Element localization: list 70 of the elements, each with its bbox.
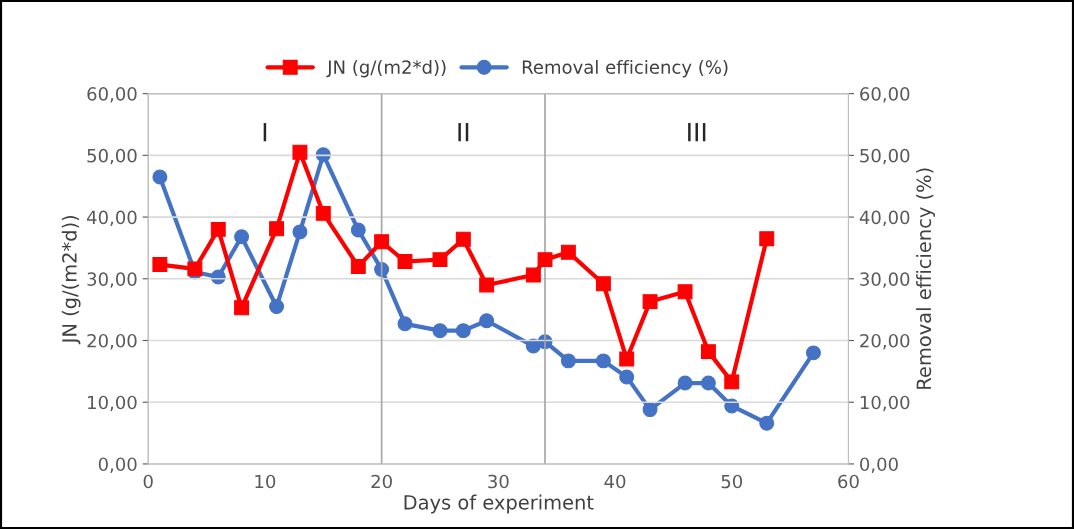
point xyxy=(455,323,471,339)
point xyxy=(234,229,250,245)
y-tick-label: 20,00 xyxy=(87,333,137,350)
point xyxy=(455,231,471,247)
point xyxy=(432,252,448,268)
point xyxy=(292,224,308,240)
y2-axis-title: Removal efficiency (%) xyxy=(916,168,935,389)
point xyxy=(432,323,448,339)
y-axis-title: JN (g/(m2*d)) xyxy=(61,215,81,345)
point xyxy=(700,344,716,360)
point xyxy=(397,316,413,332)
point xyxy=(677,284,693,300)
x-tick-label: 50 xyxy=(721,474,743,489)
point xyxy=(642,402,658,418)
point xyxy=(805,345,821,361)
annotation: I xyxy=(263,123,267,142)
y-tick-label: 30,00 xyxy=(87,272,137,288)
point xyxy=(292,144,308,160)
y2-tick-label: 20,00 xyxy=(860,333,910,350)
y2-tick-label: 10,00 xyxy=(860,395,910,412)
y2-tick-label: 40,00 xyxy=(859,210,910,227)
point xyxy=(350,222,366,238)
point xyxy=(700,375,716,391)
point xyxy=(210,221,226,237)
point xyxy=(374,262,390,277)
x-tick-label: 40 xyxy=(604,474,626,489)
point xyxy=(397,254,413,269)
point xyxy=(479,277,495,293)
point xyxy=(595,276,611,292)
x-tick-label: 20 xyxy=(371,474,392,489)
point xyxy=(350,258,366,274)
point xyxy=(315,147,331,163)
point xyxy=(619,369,635,385)
point xyxy=(269,299,285,315)
x-axis-title: Days of experiment xyxy=(404,494,594,514)
x-tick-label: 0 xyxy=(143,474,153,489)
point xyxy=(619,351,635,367)
x-tick-label: 60 xyxy=(838,474,859,489)
y-tick-label: 50,00 xyxy=(87,148,137,165)
point xyxy=(677,375,693,391)
y2-tick-label: 50,00 xyxy=(860,148,910,165)
point xyxy=(724,374,740,390)
annotation: III xyxy=(688,123,706,142)
y2-tick-label: 30,00 xyxy=(860,272,910,288)
point xyxy=(560,244,576,260)
y-tick-label: 10,00 xyxy=(88,395,137,412)
point xyxy=(759,415,775,431)
x-tick-label: 30 xyxy=(488,474,509,489)
point xyxy=(479,313,495,329)
point xyxy=(595,353,611,369)
y-tick-label: 0,00 xyxy=(98,457,137,473)
legend-label: Removal efficiency (%) xyxy=(522,59,728,78)
point xyxy=(560,353,576,369)
point xyxy=(152,169,168,185)
point xyxy=(152,257,168,273)
point xyxy=(269,221,285,237)
point xyxy=(642,294,658,310)
y2-tick-label: 60,00 xyxy=(860,87,910,103)
point xyxy=(234,300,250,316)
point xyxy=(525,267,541,283)
y-tick-label: 60,00 xyxy=(87,87,137,103)
point xyxy=(315,205,331,221)
y-tick-label: 40,00 xyxy=(86,210,137,227)
point xyxy=(537,252,553,268)
y2-tick-label: 0,00 xyxy=(860,457,898,473)
annotation: II xyxy=(458,123,469,142)
legend-label: JN (g/(m2*d)) xyxy=(326,59,446,78)
point xyxy=(374,234,390,250)
x-tick-label: 10 xyxy=(255,474,276,489)
point xyxy=(759,231,775,247)
